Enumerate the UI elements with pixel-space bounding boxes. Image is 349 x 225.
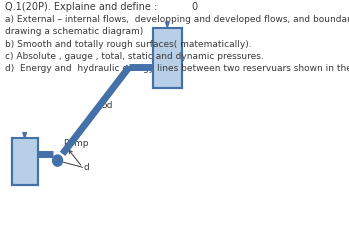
Text: 5d: 5d (101, 101, 112, 110)
Polygon shape (23, 133, 27, 138)
Circle shape (53, 155, 62, 166)
Text: d: d (83, 163, 89, 172)
Text: Q.1(20P). Explaine and define :: Q.1(20P). Explaine and define : (5, 2, 157, 12)
Bar (12, 138, 38, 185)
Bar (153, 27, 182, 88)
Text: Pump: Pump (64, 139, 89, 148)
Polygon shape (165, 22, 169, 27)
Text: 0: 0 (191, 2, 197, 12)
Text: a) External – internal flows,  developping and developed flows, and boundary lay: a) External – internal flows, developpin… (5, 15, 349, 73)
